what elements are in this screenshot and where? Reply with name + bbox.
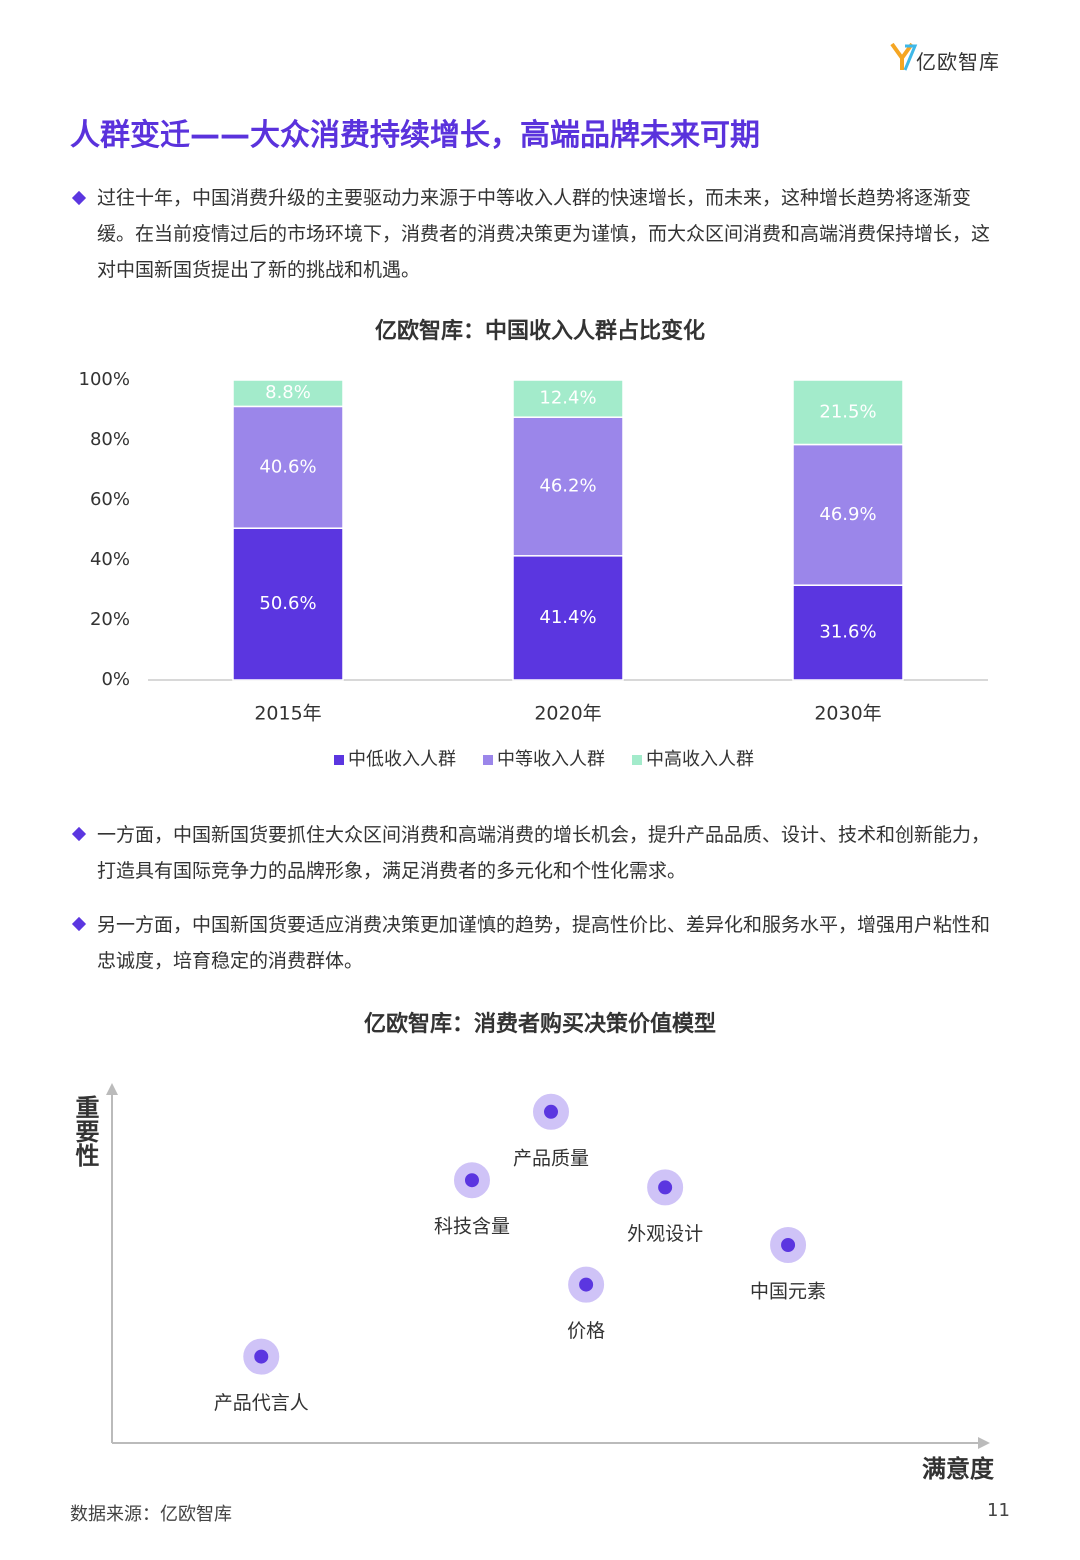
logo-icon <box>903 44 918 71</box>
chart-title: 亿欧智库：消费者购买决策价值模型 <box>364 1011 716 1037</box>
bar-segment <box>512 416 624 557</box>
value-label: 21.5% <box>819 401 876 422</box>
paragraph: 一方面，中国新国货要抓住大众区间消费和高端消费的增长机会，提升产品品质、设计、技… <box>97 824 991 882</box>
x-tick-label: 2020年 <box>534 703 601 725</box>
bar-segment <box>232 405 344 529</box>
source: 数据来源：亿欧智库 <box>70 1504 232 1525</box>
value-label: 50.6% <box>259 593 316 614</box>
value-label: 46.2% <box>539 476 596 497</box>
point-label: 科技含量 <box>434 1216 510 1238</box>
point <box>243 1338 280 1375</box>
value-label: 31.6% <box>819 622 876 643</box>
x-tick-label: 2015年 <box>254 703 321 725</box>
chart-title: 亿欧智库：中国收入人群占比变化 <box>375 318 705 344</box>
legend-label: 中等收入人群 <box>497 749 605 770</box>
y-tick-label: 20% <box>90 609 130 630</box>
y-tick-label: 60% <box>90 489 130 510</box>
y-tick-label: 100% <box>79 369 130 390</box>
bar-segment <box>512 555 624 681</box>
value-label: 40.6% <box>259 456 316 477</box>
point <box>533 1093 569 1130</box>
y-tick-label: 0% <box>101 669 130 690</box>
paragraph: 另一方面，中国新国货要适应消费决策更加谨慎的趋势，提高性价比、差异化和服务水平，… <box>97 914 991 972</box>
y-axis-label: 重要性 <box>71 1095 99 1167</box>
legend-label: 中高收入人群 <box>646 749 754 770</box>
bar-segment <box>792 584 904 681</box>
bar-segment <box>792 443 904 586</box>
legend-swatch <box>483 755 493 765</box>
legend-swatch <box>334 755 344 765</box>
point <box>453 1162 490 1199</box>
point-label: 产品质量 <box>513 1147 589 1169</box>
point-label: 外观设计 <box>627 1223 703 1245</box>
point <box>770 1227 807 1263</box>
bar-segment <box>792 379 904 446</box>
legend-swatch <box>632 755 642 765</box>
y-tick-label: 40% <box>90 549 130 570</box>
value-label: 8.8% <box>265 382 311 403</box>
point-label: 价格 <box>567 1320 605 1342</box>
x-axis-label: 满意度 <box>922 1455 995 1483</box>
page-title: 人群变迁——大众消费持续增长，高端品牌未来可期 <box>70 118 760 153</box>
y-axis-arrow <box>106 1083 118 1095</box>
value-label: 41.4% <box>539 607 596 628</box>
x-axis-arrow <box>978 1437 990 1449</box>
x-tick-label: 2030年 <box>814 703 881 725</box>
y-tick-label: 80% <box>90 429 130 450</box>
point-label: 中国元素 <box>750 1281 826 1303</box>
value-label: 46.9% <box>819 504 876 525</box>
bar-segment <box>232 379 344 408</box>
value-label: 12.4% <box>539 388 596 409</box>
legend-label: 中低收入人群 <box>348 749 456 770</box>
brand: 亿欧智库 <box>916 50 1000 74</box>
point <box>568 1266 605 1303</box>
point <box>647 1169 684 1206</box>
bar-segment <box>512 379 624 418</box>
page-number: 11 <box>987 1500 1010 1521</box>
bar-segment <box>232 527 344 681</box>
paragraph: 过往十年，中国消费升级的主要驱动力来源于中等收入人群的快速增长，而未来，这种增长… <box>97 187 991 281</box>
point-label: 产品代言人 <box>214 1392 309 1414</box>
